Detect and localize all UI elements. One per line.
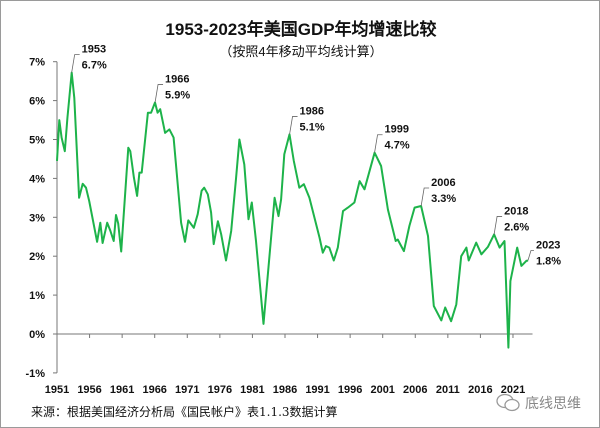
x-tick-label: 1976 xyxy=(208,384,232,396)
x-tick-label: 2006 xyxy=(403,384,427,396)
annotation-leader-line xyxy=(493,216,503,235)
annotation-leader-line xyxy=(154,84,164,103)
annotation-value: 5.9% xyxy=(165,90,190,102)
x-tick-label: 2001 xyxy=(370,384,394,396)
annotation-value: 4.7% xyxy=(385,140,410,152)
annotation-leader-line xyxy=(374,134,383,153)
annotation-year: 2023 xyxy=(536,239,560,251)
watermark: 底线思维 xyxy=(495,393,581,413)
annotation-year: 1999 xyxy=(385,124,409,136)
source-note: 来源：根据美国经济分析局《国民帐户》表1.1.3数据计算 xyxy=(31,405,338,419)
y-tick-label: 5% xyxy=(29,135,45,147)
y-tick-label: 0% xyxy=(29,329,45,341)
annotation-year: 1966 xyxy=(165,74,189,86)
watermark-text: 底线思维 xyxy=(525,395,581,411)
annotation-year: 1953 xyxy=(82,44,106,56)
y-tick-label: 2% xyxy=(29,251,45,263)
x-tick-label: 1956 xyxy=(77,384,101,396)
x-tick-label: 1966 xyxy=(142,384,166,396)
x-tick-label: 1986 xyxy=(273,384,297,396)
annotation-year: 2018 xyxy=(504,205,528,217)
y-tick-label: 6% xyxy=(29,96,45,108)
chart-subtitle: （按照4年移动平均线计算） xyxy=(219,44,383,59)
y-tick-label: 1% xyxy=(29,290,45,302)
x-tick-label: 1996 xyxy=(338,384,362,396)
annotation-value: 3.3% xyxy=(431,193,456,205)
wechat-icon xyxy=(496,393,520,412)
y-tick-label: 3% xyxy=(29,212,45,224)
y-tick-label: -1% xyxy=(25,368,45,380)
annotation-value: 2.6% xyxy=(504,221,529,233)
annotation-leader-line xyxy=(289,116,298,135)
annotation-leader-line xyxy=(527,250,534,261)
annotation-leader-line xyxy=(420,187,430,207)
annotation-value: 5.1% xyxy=(300,121,325,133)
annotation-value: 1.8% xyxy=(536,255,561,267)
chart-title: 1953-2023年美国GDP年均增速比较 xyxy=(165,20,437,39)
x-tick-label: 2021 xyxy=(501,384,525,396)
x-tick-label: 1961 xyxy=(110,384,134,396)
x-tick-label: 2011 xyxy=(436,384,460,396)
y-tick-label: 4% xyxy=(29,173,45,185)
y-tick-label: 7% xyxy=(29,57,45,69)
annotation-year: 1986 xyxy=(300,105,324,117)
x-tick-label: 1991 xyxy=(305,384,329,396)
x-tick-label: 1981 xyxy=(240,384,264,396)
x-tick-label: 1971 xyxy=(175,384,199,396)
gdp-growth-line xyxy=(56,71,529,349)
x-tick-label: 2016 xyxy=(468,384,492,396)
annotation-value: 6.7% xyxy=(82,60,107,72)
annotation-leader-line xyxy=(71,54,80,73)
annotation-year: 2006 xyxy=(431,177,455,189)
x-tick-label: 1951 xyxy=(45,384,69,396)
